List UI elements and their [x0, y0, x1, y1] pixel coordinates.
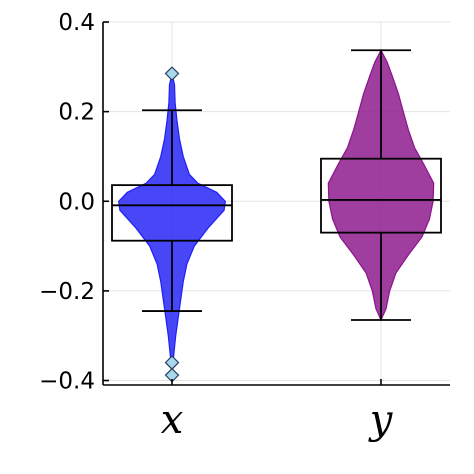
y-tick-label: 0.2 [58, 100, 95, 126]
box-y [320, 157, 442, 234]
outlier-marker-x [164, 66, 180, 81]
box-x [111, 184, 233, 242]
y-tick-label: 0.0 [58, 189, 95, 215]
y-tick-label: −0.2 [39, 279, 95, 305]
label-layer: −0.4 −0.2 0.0 0.2 0.4 x y [39, 10, 394, 443]
x-tick-label: y [368, 397, 394, 443]
outlier-marker-x [164, 355, 180, 370]
x-tick-label: x [161, 397, 184, 443]
violin-layer [118, 48, 435, 377]
box-layer [111, 49, 442, 321]
y-tick-label: −0.4 [39, 369, 95, 395]
y-tick-label: 0.4 [58, 10, 95, 36]
axis-layer [102, 21, 450, 386]
